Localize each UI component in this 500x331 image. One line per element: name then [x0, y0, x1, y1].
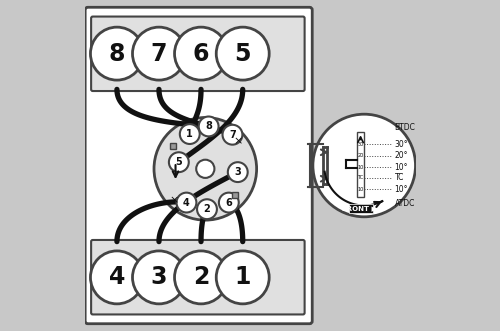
Text: 7: 7	[150, 42, 167, 66]
Text: 5: 5	[176, 157, 182, 167]
Text: ×: ×	[233, 137, 242, 147]
Text: 6: 6	[193, 42, 210, 66]
Text: 4: 4	[183, 198, 190, 208]
Text: 20°: 20°	[394, 151, 408, 160]
Text: FRONT ▶: FRONT ▶	[342, 206, 377, 212]
FancyBboxPatch shape	[91, 17, 304, 91]
Text: 7: 7	[229, 130, 236, 140]
Text: 5: 5	[234, 42, 251, 66]
Bar	[357, 132, 364, 197]
Text: 20: 20	[358, 153, 364, 158]
Text: 1: 1	[234, 265, 251, 289]
FancyBboxPatch shape	[85, 7, 312, 324]
Text: ×: ×	[169, 195, 178, 205]
Ellipse shape	[154, 118, 256, 220]
Bar	[232, 192, 238, 198]
Text: 30°: 30°	[394, 140, 408, 149]
Text: 2: 2	[193, 265, 209, 289]
Bar	[170, 143, 176, 149]
Text: 8: 8	[108, 42, 125, 66]
FancyBboxPatch shape	[348, 204, 374, 213]
Ellipse shape	[180, 124, 200, 144]
Ellipse shape	[90, 251, 144, 304]
Text: 6: 6	[226, 198, 232, 208]
Ellipse shape	[132, 27, 186, 80]
Ellipse shape	[196, 160, 214, 178]
Text: TC: TC	[358, 175, 364, 180]
Ellipse shape	[216, 251, 269, 304]
Ellipse shape	[90, 27, 144, 80]
Ellipse shape	[313, 114, 416, 217]
Ellipse shape	[219, 193, 238, 213]
Text: 30: 30	[358, 142, 364, 147]
Text: ATDC: ATDC	[394, 199, 415, 208]
Ellipse shape	[174, 27, 228, 80]
Ellipse shape	[198, 117, 218, 136]
Text: 3: 3	[150, 265, 167, 289]
Ellipse shape	[222, 125, 242, 145]
Text: TC: TC	[394, 173, 404, 182]
Text: 2: 2	[204, 204, 210, 214]
Text: 8: 8	[205, 121, 212, 131]
Ellipse shape	[174, 251, 228, 304]
Text: 10°: 10°	[394, 185, 408, 194]
Ellipse shape	[169, 152, 189, 172]
Text: 3: 3	[234, 167, 241, 177]
Text: 10°: 10°	[394, 163, 408, 172]
Text: BTDC: BTDC	[394, 123, 415, 132]
Ellipse shape	[132, 251, 186, 304]
Text: 10: 10	[358, 187, 364, 192]
Text: 4: 4	[109, 265, 125, 289]
FancyBboxPatch shape	[91, 240, 304, 314]
Ellipse shape	[228, 162, 248, 182]
Text: 10: 10	[358, 165, 364, 170]
Ellipse shape	[216, 27, 269, 80]
Ellipse shape	[176, 193, 197, 213]
Text: 1: 1	[186, 129, 193, 139]
Ellipse shape	[197, 199, 217, 219]
